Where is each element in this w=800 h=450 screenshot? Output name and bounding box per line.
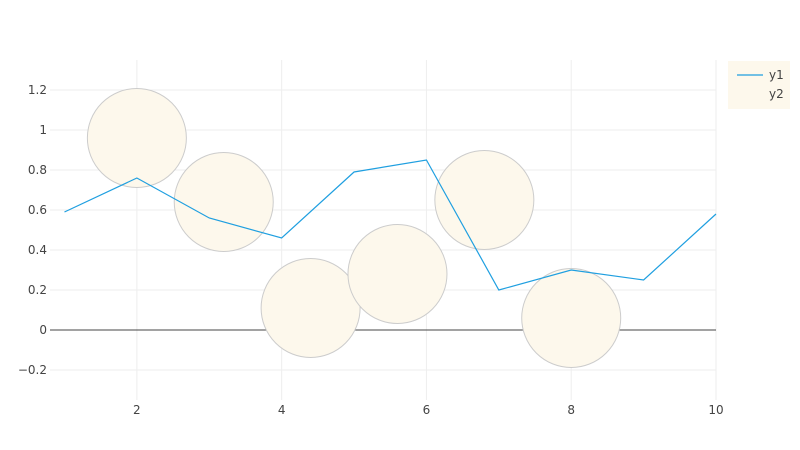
bubble-point bbox=[347, 224, 448, 324]
x-tick-label: 8 bbox=[567, 403, 575, 417]
y-tick-label: 0 bbox=[39, 323, 47, 337]
y-tick-label: 0.6 bbox=[28, 203, 47, 217]
y-tick-label: 0.4 bbox=[28, 243, 47, 257]
bubble-point bbox=[260, 258, 361, 358]
line-y1 bbox=[64, 159, 717, 291]
y-tick-label: −0.2 bbox=[18, 363, 47, 377]
bubble-point bbox=[173, 152, 274, 252]
legend-label-y2: y2 bbox=[769, 87, 784, 101]
y-tick-label: 0.2 bbox=[28, 283, 47, 297]
y-tick-label: 1 bbox=[39, 123, 47, 137]
bubble-point bbox=[434, 150, 535, 250]
x-tick-label: 10 bbox=[708, 403, 723, 417]
y-tick-label: 0.8 bbox=[28, 163, 47, 177]
y-tick-label: 1.2 bbox=[28, 83, 47, 97]
x-tick-label: 4 bbox=[278, 403, 286, 417]
bubble-point bbox=[86, 88, 187, 188]
y-axis-ticks: −0.2 0 0.2 0.4 0.6 0.8 1 1.2 bbox=[18, 83, 47, 377]
series-y1 bbox=[64, 159, 717, 291]
legend[interactable]: y1 y2 bbox=[728, 61, 790, 109]
bubble-point bbox=[521, 268, 622, 368]
series-y2 bbox=[86, 88, 622, 368]
x-tick-label: 2 bbox=[133, 403, 141, 417]
x-tick-label: 6 bbox=[423, 403, 431, 417]
legend-label-y1: y1 bbox=[769, 68, 784, 82]
x-axis-ticks: 2 4 6 8 10 bbox=[133, 403, 724, 417]
legend-background bbox=[728, 61, 790, 109]
